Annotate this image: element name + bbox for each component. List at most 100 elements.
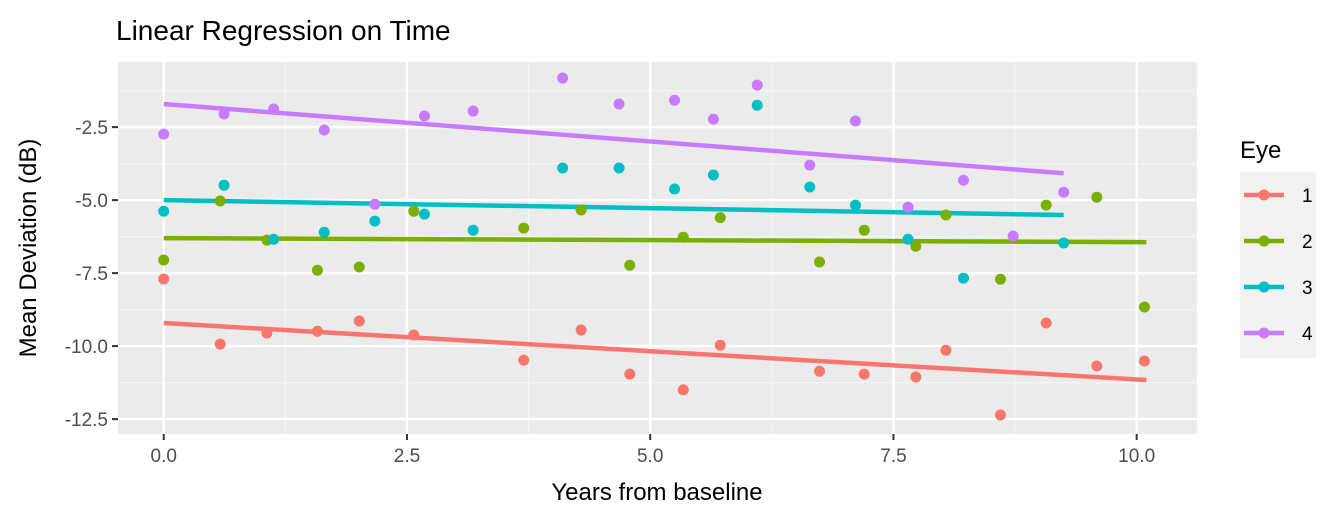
y-tick-label: -10.0: [65, 337, 108, 358]
fit-line-eye-2: [163, 235, 1147, 245]
x-axis-label: Years from baseline: [551, 479, 762, 506]
point-eye-3: [957, 272, 969, 284]
point-eye-4: [418, 110, 430, 122]
fit-line-eye-4: [163, 101, 1064, 176]
x-tick-label: 0.0: [151, 446, 177, 467]
point-eye-3: [669, 183, 681, 195]
point-eye-3: [557, 162, 569, 174]
legend-label: 2: [1302, 232, 1313, 253]
point-eye-3: [751, 99, 763, 111]
legend-key-point: [1258, 281, 1270, 293]
point-eye-2: [408, 205, 420, 217]
point-eye-4: [158, 128, 170, 140]
legend: Eye 1 2 3 4: [1240, 137, 1316, 358]
point-eye-2: [624, 259, 636, 271]
point-eye-1: [994, 409, 1006, 421]
legend-background: [1240, 172, 1316, 358]
y-tick-label: -5.0: [75, 191, 108, 212]
point-eye-4: [557, 72, 569, 84]
point-eye-4: [669, 94, 681, 106]
point-eye-3: [268, 233, 280, 245]
point-eye-2: [940, 209, 952, 221]
point-eye-4: [849, 115, 861, 127]
x-tick-label: 10.0: [1118, 446, 1155, 467]
fit-lines: [163, 101, 1147, 383]
point-eye-2: [858, 224, 870, 236]
point-eye-3: [369, 215, 381, 227]
point-eye-2: [910, 240, 922, 252]
point-eye-4: [902, 201, 914, 213]
point-eye-2: [994, 273, 1006, 285]
point-eye-4: [369, 198, 381, 210]
point-eye-1: [813, 365, 825, 377]
point-eye-2: [214, 195, 226, 207]
x-tick-label: 5.0: [637, 446, 663, 467]
y-tick-label: -12.5: [65, 410, 108, 431]
point-eye-2: [1091, 191, 1103, 203]
plot-panel: [118, 62, 1197, 434]
point-eye-2: [353, 261, 365, 273]
point-eye-1: [311, 325, 323, 337]
point-eye-1: [714, 339, 726, 351]
point-eye-2: [677, 231, 689, 243]
point-eye-1: [677, 384, 689, 396]
point-eye-4: [707, 113, 719, 125]
point-eye-1: [624, 368, 636, 380]
legend-key-point: [1258, 327, 1270, 339]
fit-line-eye-1: [163, 320, 1147, 383]
point-eye-2: [1040, 199, 1052, 211]
point-eye-2: [158, 254, 170, 266]
point-eye-4: [318, 124, 330, 136]
x-tick-label: 7.5: [880, 446, 906, 467]
point-eye-2: [518, 222, 530, 234]
point-eye-4: [613, 98, 625, 110]
point-eye-1: [858, 368, 870, 380]
point-eye-1: [408, 329, 420, 341]
point-eye-2: [575, 204, 587, 216]
legend-label: 4: [1302, 324, 1313, 345]
point-eye-3: [613, 162, 625, 174]
point-eye-4: [957, 174, 969, 186]
point-eye-2: [1138, 301, 1150, 313]
legend-label: 3: [1302, 278, 1313, 299]
point-eye-4: [1058, 186, 1070, 198]
y-axis: -2.5 -5.0 -7.5 -10.0 -12.5: [65, 118, 118, 431]
x-tick-label: 2.5: [394, 446, 420, 467]
point-eye-3: [318, 226, 330, 238]
point-eye-4: [751, 79, 763, 91]
point-eye-4: [268, 103, 280, 115]
point-eye-1: [1138, 355, 1150, 367]
point-eye-1: [1091, 360, 1103, 372]
point-eye-3: [158, 205, 170, 217]
point-eye-2: [311, 264, 323, 276]
point-eye-3: [418, 208, 430, 220]
point-eye-1: [940, 344, 952, 356]
legend-key-point: [1258, 235, 1270, 247]
chart-title: Linear Regression on Time: [116, 15, 451, 46]
point-eye-4: [467, 105, 479, 117]
y-tick-label: -2.5: [75, 118, 108, 139]
point-eye-1: [261, 327, 273, 339]
point-eye-3: [707, 169, 719, 181]
y-axis-label: Mean Deviation (dB): [15, 139, 42, 358]
point-eye-3: [467, 224, 479, 236]
point-eye-1: [353, 315, 365, 327]
y-tick-label: -7.5: [75, 264, 108, 285]
point-eye-2: [714, 212, 726, 224]
point-eye-1: [158, 273, 170, 285]
point-eye-1: [518, 354, 530, 366]
point-eye-4: [1007, 230, 1019, 242]
point-eye-4: [804, 159, 816, 171]
legend-key-point: [1258, 189, 1270, 201]
x-axis: 0.0 2.5 5.0 7.5 10.0: [151, 434, 1155, 467]
fit-line-eye-3: [163, 197, 1064, 218]
point-eye-1: [910, 371, 922, 383]
point-eye-3: [218, 179, 230, 191]
point-eye-2: [813, 256, 825, 268]
point-eye-4: [218, 108, 230, 120]
point-eye-3: [1058, 237, 1070, 249]
point-eye-3: [804, 181, 816, 193]
point-eye-3: [902, 233, 914, 245]
legend-title: Eye: [1240, 137, 1281, 164]
